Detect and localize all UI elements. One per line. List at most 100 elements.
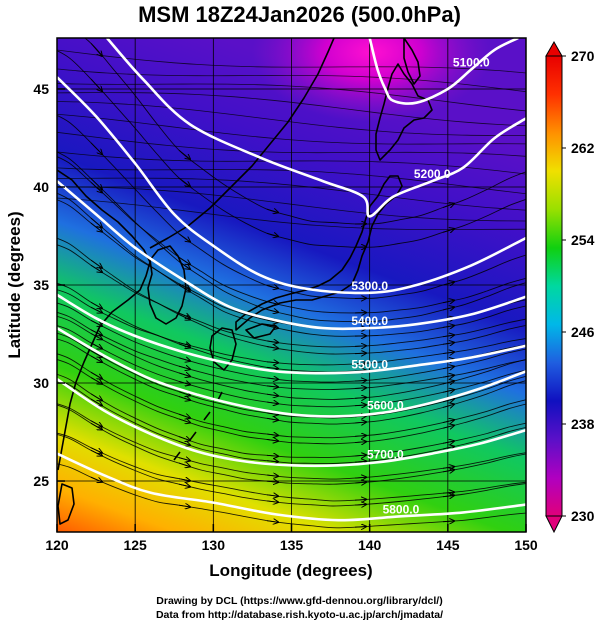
plot-area: 5100.0 5200.0 5300.0 5400.0 5500.0 5600.0 5700…	[57, 38, 526, 532]
wind-arrow	[266, 475, 278, 476]
wind-arrow	[266, 413, 278, 415]
contour-label: 5600.0	[367, 398, 404, 412]
credit-drawing: Drawing by DCL (https://www.gfd-dennou.o…	[156, 595, 443, 607]
wind-arrow	[90, 78, 102, 91]
japan-kyushu-coastline	[209, 327, 237, 371]
wind-arrow	[178, 373, 190, 376]
height-contour-line	[106, 38, 526, 218]
streamline	[57, 92, 526, 127]
wind-arrow	[442, 441, 454, 443]
height-contours: 5100.0 5200.0 5300.0 5400.0 5500.0 5600.0 5700…	[57, 38, 526, 522]
wind-arrow	[178, 256, 190, 264]
wind-arrow	[90, 447, 102, 453]
wind-arrow	[266, 320, 278, 322]
wind-arrow	[354, 397, 366, 398]
x-axis-title: Longitude (degrees)	[209, 561, 372, 580]
wind-arrow	[354, 435, 366, 436]
wind-arrow	[178, 392, 190, 396]
wind-arrow	[90, 306, 102, 312]
wind-arrow	[442, 381, 454, 384]
streamline	[57, 167, 526, 195]
wind-arrow	[266, 418, 278, 420]
wind-arrow	[178, 283, 190, 290]
wind-arrow	[90, 264, 102, 272]
height-contour-line	[368, 38, 519, 105]
wind-arrow	[90, 476, 102, 482]
colorbar-ticks: 270 262 254 246 238 230	[562, 48, 595, 524]
height-contour-line	[57, 326, 526, 418]
y-tick-label: 45	[33, 81, 49, 97]
wind-arrow	[442, 367, 454, 369]
wind-arrow	[442, 399, 454, 402]
wind-arrow	[266, 347, 278, 349]
wind-arrow	[90, 142, 102, 154]
wind-arrow	[354, 504, 366, 505]
wind-arrow	[90, 350, 102, 357]
coastlines	[57, 38, 433, 525]
wind-arrow	[178, 458, 190, 461]
wind-arrow	[266, 362, 278, 363]
height-contour-line	[57, 293, 526, 375]
colorbar-tick-label: 262	[571, 140, 595, 156]
wind-arrow	[178, 366, 190, 369]
wind-arrow	[178, 463, 190, 466]
x-tick-label: 140	[358, 537, 382, 553]
streamline	[57, 186, 526, 222]
wind-arrow	[442, 282, 454, 285]
streamline	[57, 68, 526, 93]
wind-arrow	[354, 461, 366, 462]
wind-arrow	[266, 455, 278, 456]
colorbar-bottom-triangle	[545, 515, 563, 534]
wind-arrow	[442, 492, 454, 493]
height-contour-line	[57, 378, 526, 468]
wind-arrow	[266, 233, 278, 236]
height-contour-line	[57, 452, 526, 522]
colorbar: 270 262 254 246 238 230	[545, 40, 595, 534]
wind-arrow	[90, 420, 102, 427]
x-axis-ticks: 120 125 130 135 140 145 150	[45, 524, 538, 553]
wind-arrow	[90, 301, 102, 308]
wind-arrow	[266, 439, 278, 440]
map-title: MSM 18Z24Jan2026 (500.0hPa)	[138, 2, 461, 27]
wind-arrow	[178, 505, 190, 507]
wind-arrow	[354, 442, 366, 443]
wind-arrow	[266, 501, 278, 502]
wind-arrow	[442, 420, 454, 423]
wind-arrow	[178, 419, 190, 423]
streamline	[57, 197, 526, 230]
wind-arrow	[266, 285, 278, 288]
wind-arrow	[266, 309, 278, 312]
wind-arrow	[442, 521, 454, 522]
wind-arrow	[178, 397, 190, 401]
wind-arrow	[442, 307, 454, 310]
contour-label: 5800.0	[383, 502, 420, 516]
wind-arrow	[90, 333, 102, 339]
wind-arrow	[442, 404, 454, 407]
graticule	[57, 38, 526, 532]
y-axis-ticks: 25 30 35 40 45	[33, 81, 65, 489]
wind-arrow	[442, 335, 454, 337]
height-contour-line	[57, 180, 526, 331]
wind-arrow	[354, 482, 366, 483]
wind-arrow	[266, 481, 278, 482]
streamline	[57, 49, 526, 74]
wind-arrow	[178, 233, 190, 242]
wind-arrow	[442, 352, 454, 354]
x-tick-label: 145	[436, 537, 460, 553]
wind-arrow	[266, 394, 278, 396]
x-tick-label: 125	[123, 537, 147, 553]
wind-arrow	[90, 371, 102, 378]
ryukyu-islands	[173, 391, 223, 461]
wind-arrow	[442, 343, 454, 345]
wind-arrow	[354, 527, 366, 528]
x-tick-label: 130	[202, 537, 226, 553]
wind-arrow	[90, 259, 102, 268]
y-tick-label: 40	[33, 179, 49, 195]
wind-arrow	[266, 326, 278, 328]
contour-label: 5100.0	[453, 55, 490, 69]
wind-arrow	[178, 149, 190, 159]
wind-arrow	[354, 388, 366, 389]
japan-hokkaido-coastline	[375, 63, 433, 161]
wind-arrow	[178, 414, 190, 418]
